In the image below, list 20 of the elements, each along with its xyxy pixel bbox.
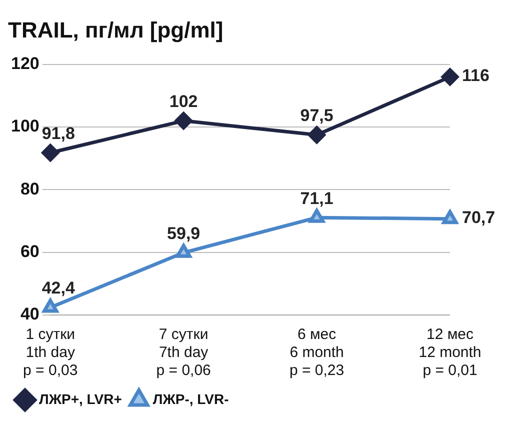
data-label: 71,1 [300,188,334,208]
x-tick-label: 7 сутки 7th day p = 0,06 [156,326,211,380]
y-tick-label: 60 [20,242,40,262]
data-label: 42,4 [42,278,76,298]
x-tick-label: 1 сутки 1th day p = 0,03 [23,326,78,380]
data-label: 91,8 [42,124,75,143]
data-label: 116 [462,66,490,86]
chart-title: TRAIL, пг/мл [pg/ml] [8,17,224,42]
y-tick-label: 80 [20,179,40,198]
y-tick-label: 120 [10,54,40,74]
x-tick-label: 6 мес 6 month p = 0,23 [289,326,344,380]
y-tick-label: 40 [20,304,40,324]
data-label: 70,7 [462,208,496,228]
y-tick-label: 100 [10,116,40,136]
x-tick-label: 12 мес 12 month p = 0,01 [418,326,482,380]
legend-label: ЛЖР-, LVR- [152,390,230,407]
data-label: 97,5 [300,106,334,126]
data-label: 59,9 [167,224,200,243]
legend-label: ЛЖР+, LVR+ [39,390,122,407]
data-label: 102 [169,92,198,111]
